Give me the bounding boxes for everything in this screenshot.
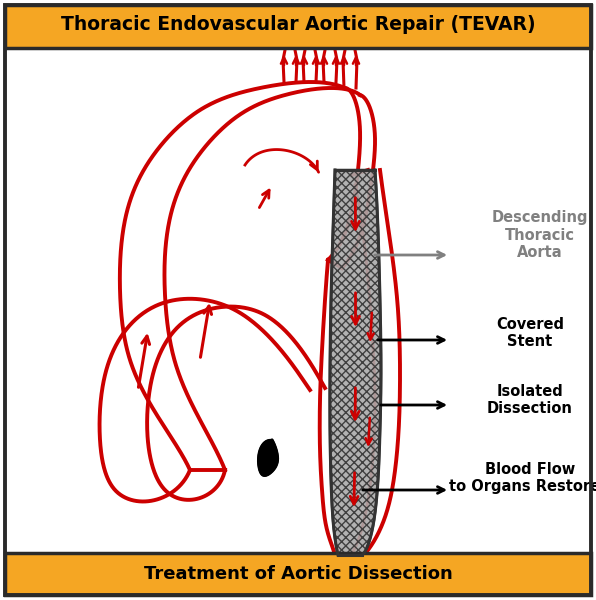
Text: Descending
Thoracic
Aorta: Descending Thoracic Aorta (492, 210, 588, 260)
Text: Blood Flow
to Organs Restored: Blood Flow to Organs Restored (449, 462, 596, 494)
FancyBboxPatch shape (5, 5, 591, 48)
Polygon shape (258, 439, 278, 476)
Text: Covered
Stent: Covered Stent (496, 317, 564, 349)
Polygon shape (330, 170, 381, 555)
Text: Isolated
Dissection: Isolated Dissection (487, 384, 573, 416)
Text: Thoracic Endovascular Aortic Repair (TEVAR): Thoracic Endovascular Aortic Repair (TEV… (61, 14, 535, 34)
Text: Treatment of Aortic Dissection: Treatment of Aortic Dissection (144, 565, 452, 583)
FancyBboxPatch shape (5, 553, 591, 595)
